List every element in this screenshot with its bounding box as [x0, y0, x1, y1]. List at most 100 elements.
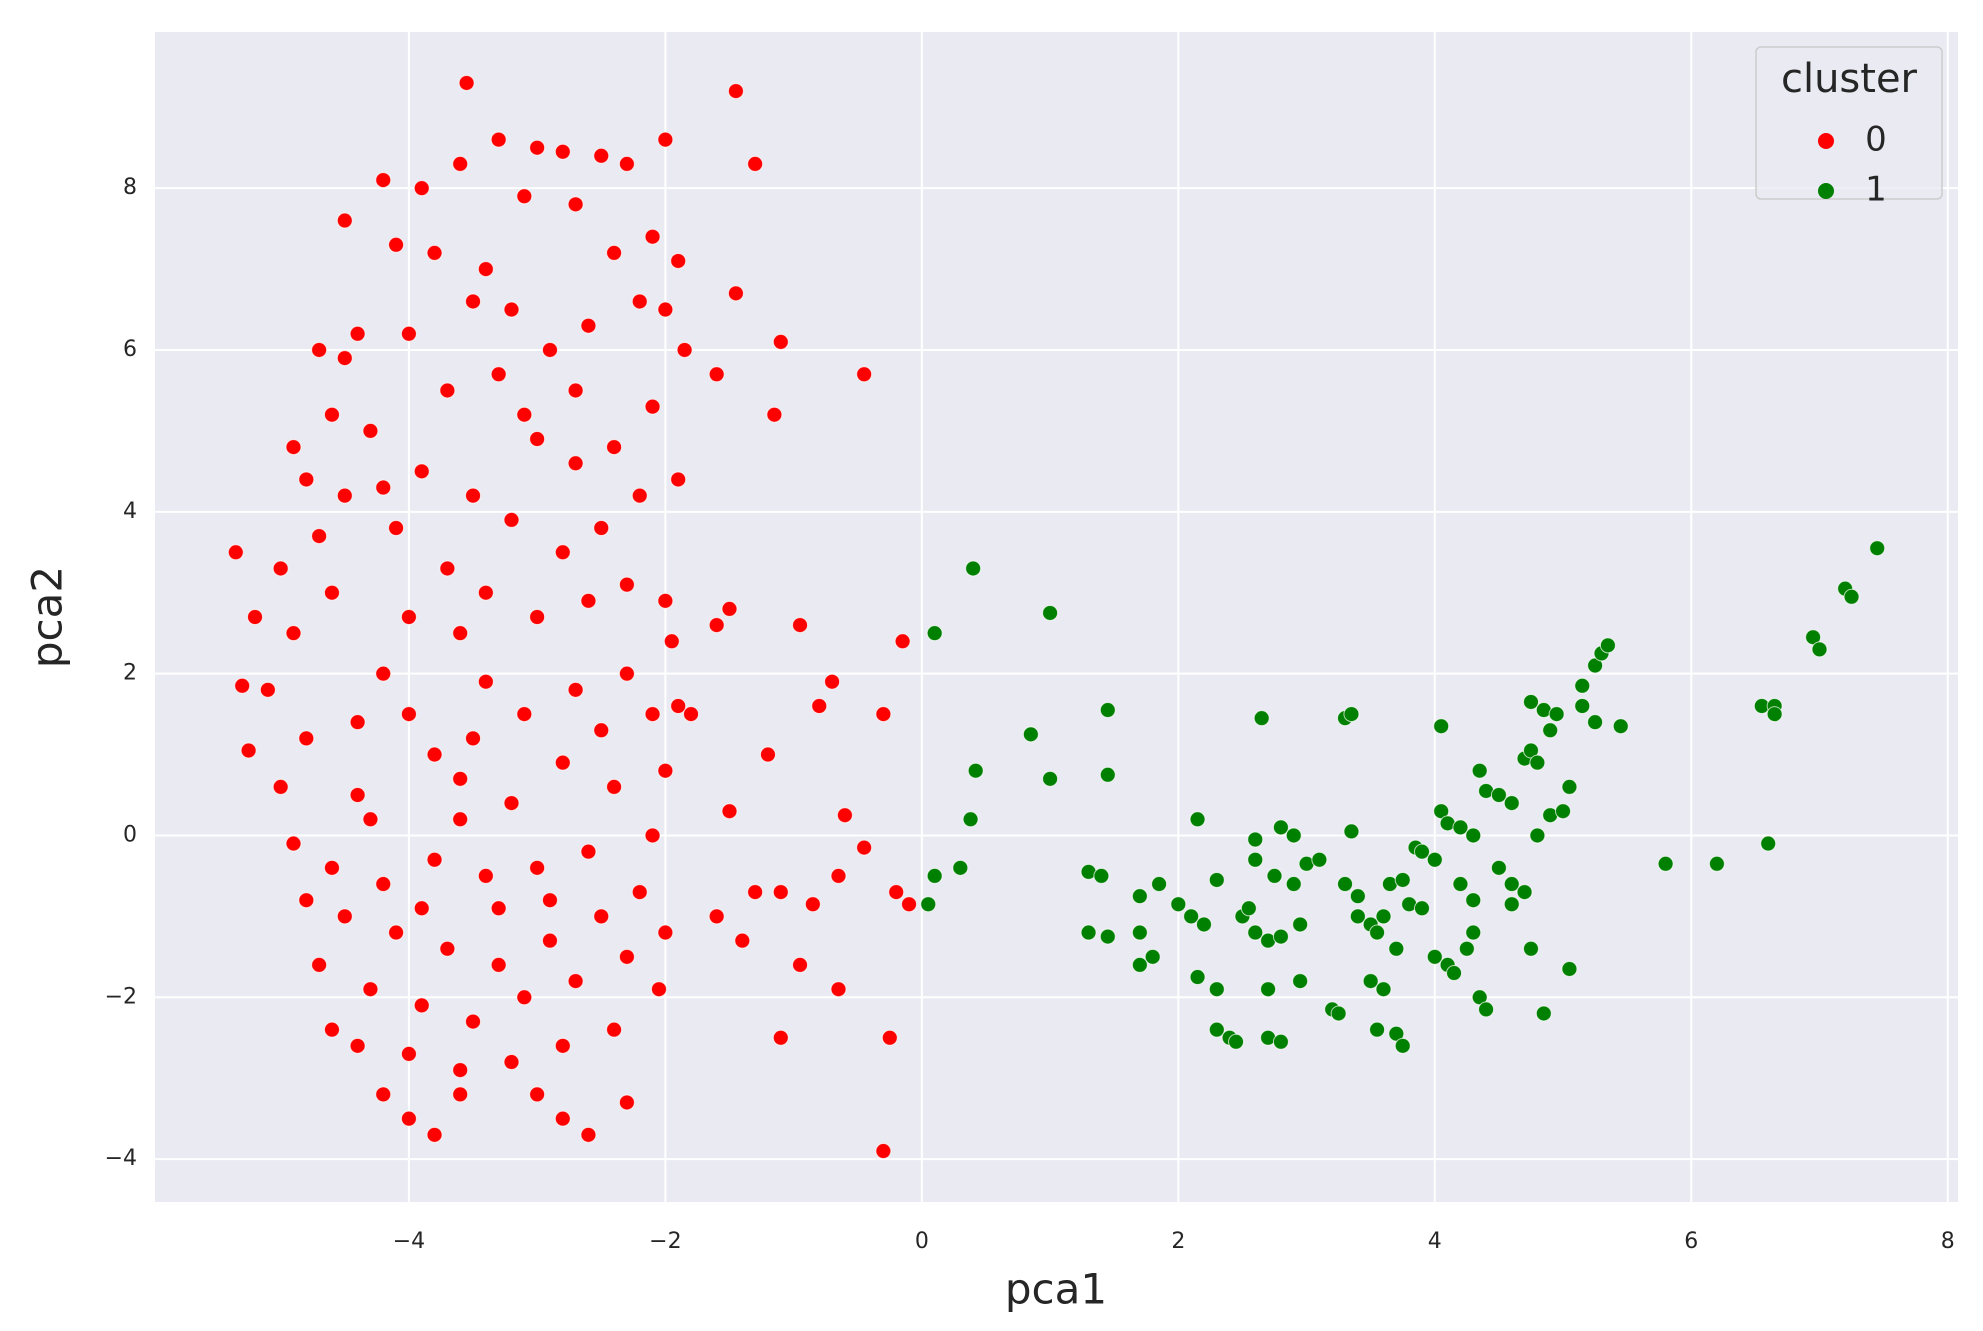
point — [400, 1110, 417, 1127]
point — [1099, 928, 1116, 945]
point — [336, 212, 353, 229]
point — [708, 366, 725, 383]
point — [413, 997, 430, 1014]
point — [426, 1126, 443, 1143]
grid — [155, 32, 1958, 1202]
point — [1247, 851, 1264, 868]
point — [323, 406, 340, 423]
point — [503, 1054, 520, 1071]
point — [1574, 677, 1591, 694]
point — [1343, 706, 1360, 723]
point — [1208, 1021, 1225, 1038]
point — [926, 625, 943, 642]
point — [830, 981, 847, 998]
point — [1042, 770, 1059, 787]
point — [1529, 754, 1546, 771]
point — [1375, 981, 1392, 998]
point — [644, 398, 661, 415]
point — [657, 131, 674, 148]
point — [349, 1037, 366, 1054]
point — [426, 746, 443, 763]
point — [618, 576, 635, 593]
point — [1574, 698, 1591, 715]
point — [1292, 973, 1309, 990]
point — [503, 301, 520, 318]
point — [1452, 876, 1469, 893]
point — [1503, 795, 1520, 812]
y-tick-label: 0 — [123, 822, 137, 847]
point — [490, 131, 507, 148]
legend: cluster 0 1 — [1755, 46, 1943, 210]
point — [529, 1086, 546, 1103]
x-tick-label: 6 — [1684, 1229, 1698, 1254]
point — [881, 1029, 898, 1046]
point — [631, 884, 648, 901]
point — [1529, 827, 1546, 844]
point — [285, 439, 302, 456]
point — [298, 730, 315, 747]
point — [1131, 888, 1148, 905]
point — [1413, 900, 1430, 917]
point — [1093, 867, 1110, 884]
point — [631, 487, 648, 504]
point — [772, 333, 789, 350]
point — [1311, 851, 1328, 868]
point — [1375, 908, 1392, 925]
point — [1272, 1033, 1289, 1050]
point — [952, 859, 969, 876]
point — [1369, 924, 1386, 941]
point — [554, 1037, 571, 1054]
legend-marker — [1818, 133, 1834, 149]
point — [606, 244, 623, 261]
point — [1657, 855, 1674, 872]
point — [606, 1021, 623, 1038]
point — [567, 973, 584, 990]
point — [323, 859, 340, 876]
point — [458, 74, 475, 91]
point — [1195, 916, 1212, 933]
point — [336, 487, 353, 504]
point — [804, 896, 821, 913]
point — [554, 1110, 571, 1127]
point — [413, 463, 430, 480]
point — [1260, 981, 1277, 998]
point — [1170, 896, 1187, 913]
point — [708, 617, 725, 634]
point — [894, 633, 911, 650]
point — [516, 706, 533, 723]
point — [362, 981, 379, 998]
point — [323, 1021, 340, 1038]
point — [1599, 637, 1616, 654]
point — [567, 196, 584, 213]
point — [375, 1086, 392, 1103]
point — [1478, 1001, 1495, 1018]
point — [503, 511, 520, 528]
point — [298, 471, 315, 488]
legend-marker — [1818, 183, 1834, 199]
point — [1394, 871, 1411, 888]
legend-label: 1 — [1865, 170, 1887, 210]
point — [1522, 940, 1539, 957]
point — [285, 835, 302, 852]
point — [824, 673, 841, 690]
point — [1465, 892, 1482, 909]
point — [901, 896, 918, 913]
point — [792, 956, 809, 973]
point — [388, 236, 405, 253]
point — [323, 584, 340, 601]
point — [477, 867, 494, 884]
legend-title: cluster — [1781, 56, 1918, 102]
point — [439, 940, 456, 957]
point — [529, 430, 546, 447]
point — [375, 665, 392, 682]
x-tick-label: −4 — [393, 1229, 425, 1254]
point — [580, 1126, 597, 1143]
point — [644, 228, 661, 245]
point — [1471, 762, 1488, 779]
point — [567, 681, 584, 698]
point — [1131, 924, 1148, 941]
point — [759, 746, 776, 763]
point — [503, 795, 520, 812]
point — [285, 625, 302, 642]
